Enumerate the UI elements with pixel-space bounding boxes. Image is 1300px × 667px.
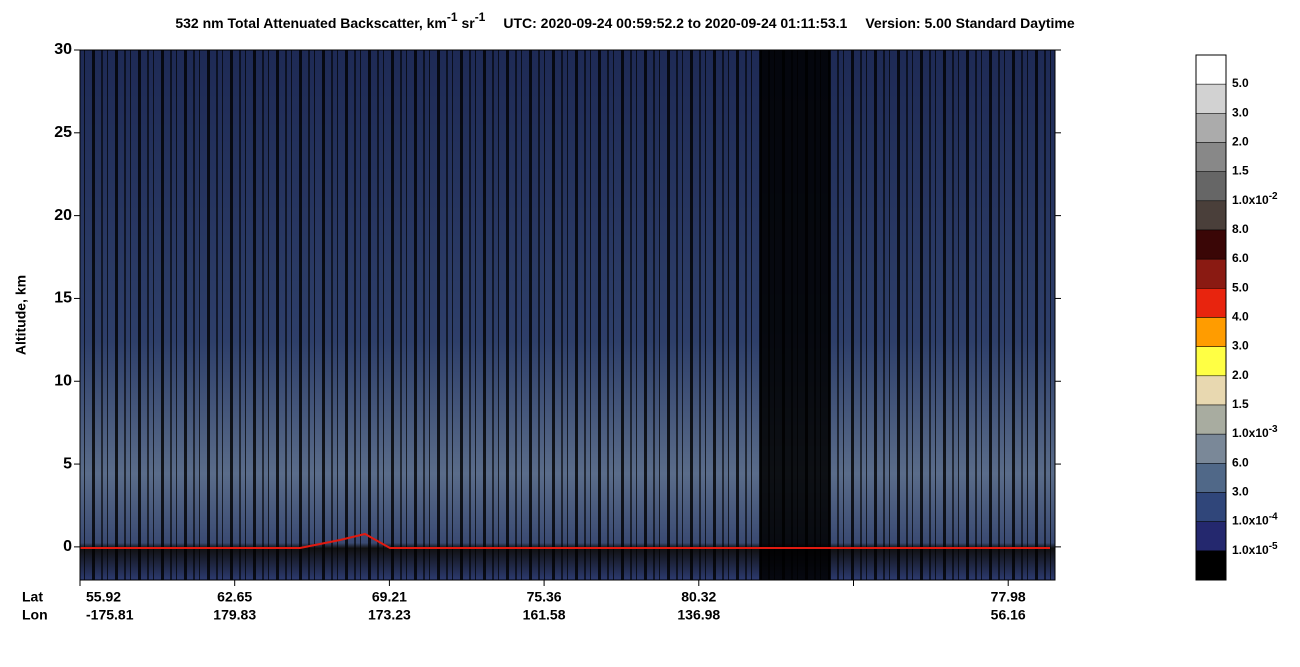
- x-tick-lon: 56.16: [991, 607, 1026, 623]
- colorbar-swatch: [1195, 463, 1227, 493]
- title-exponent: -1: [447, 10, 458, 24]
- colorbar-swatch: [1195, 142, 1227, 172]
- x-row-label: Lon: [22, 607, 48, 623]
- x-tick-lat: 69.21: [372, 589, 407, 605]
- colorbar-label: 6.0: [1232, 456, 1249, 470]
- colorbar-label: 4.0: [1232, 310, 1249, 324]
- colorbar-label: 3.0: [1232, 106, 1249, 120]
- colorbar-label-text: 1.5: [1232, 397, 1249, 411]
- colorbar-label: 6.0: [1232, 251, 1249, 265]
- colorbar-label: 1.0x10-2: [1232, 190, 1278, 207]
- x-tick-lon: 161.58: [523, 607, 566, 623]
- colorbar-label-exp: -4: [1269, 511, 1278, 522]
- colorbar-label: 1.5: [1232, 397, 1249, 411]
- colorbar-swatch: [1195, 229, 1227, 260]
- colorbar-swatch: [1195, 346, 1227, 377]
- x-tick-lon: 173.23: [368, 607, 411, 623]
- colorbar-label-text: 8.0: [1232, 222, 1249, 236]
- colorbar-label-exp: -5: [1269, 540, 1278, 551]
- backscatter-dropouts: [80, 50, 1055, 580]
- colorbar-swatch: [1195, 521, 1227, 552]
- colorbar-label-text: 3.0: [1232, 485, 1249, 499]
- colorbar-label-text: 3.0: [1232, 106, 1249, 120]
- colorbar-label: 2.0: [1232, 135, 1249, 149]
- colorbar-label: 1.5: [1232, 164, 1249, 178]
- y-tick-label: 10: [54, 372, 72, 389]
- y-tick-label: 15: [54, 290, 72, 307]
- colorbar-swatch: [1195, 404, 1227, 435]
- x-tick-lat: 80.32: [681, 589, 716, 605]
- colorbar-label-text: 1.0x10: [1232, 193, 1269, 207]
- colorbar-label-text: 1.0x10: [1232, 514, 1269, 528]
- colorbar-label: 3.0: [1232, 485, 1249, 499]
- colorbar-swatch: [1195, 317, 1227, 347]
- colorbar-label: 5.0: [1232, 281, 1249, 295]
- title-part: 532 nm Total Attenuated Backscatter, km: [175, 15, 447, 31]
- colorbar-swatch: [1195, 258, 1227, 289]
- colorbar-label-text: 4.0: [1232, 310, 1249, 324]
- colorbar-label-text: 6.0: [1232, 251, 1249, 265]
- colorbar-swatch: [1195, 550, 1227, 581]
- colorbar-frame: [1195, 54, 1227, 581]
- colorbar-label-text: 1.5: [1232, 164, 1249, 178]
- x-tick-lat: 62.65: [217, 589, 252, 605]
- colorbar-label: 2.0: [1232, 368, 1249, 382]
- title-version: Version: 5.00 Standard Daytime: [865, 15, 1075, 31]
- x-tick-lat: 55.92: [86, 589, 121, 605]
- x-tick-lat: 77.98: [991, 589, 1026, 605]
- chart-title: 532 nm Total Attenuated Backscatter, km-…: [175, 10, 1075, 31]
- colorbar-swatch: [1195, 113, 1227, 143]
- colorbar-label-text: 5.0: [1232, 281, 1249, 295]
- colorbar-label: 3.0: [1232, 339, 1249, 353]
- colorbar-label: 1.0x10-5: [1232, 540, 1278, 557]
- colorbar-label-exp: -2: [1269, 190, 1278, 201]
- colorbar-label-text: 2.0: [1232, 368, 1249, 382]
- y-axis-label: Altitude, km: [13, 275, 29, 355]
- colorbar-label-text: 3.0: [1232, 339, 1249, 353]
- x-tick-lon: 179.83: [213, 607, 256, 623]
- colorbar-label-text: 5.0: [1232, 76, 1249, 90]
- colorbar-label-text: 1.0x10: [1232, 543, 1269, 557]
- y-tick-label: 0: [63, 538, 72, 555]
- colorbar-label-text: 6.0: [1232, 456, 1249, 470]
- colorbar-label-text: 2.0: [1232, 135, 1249, 149]
- x-tick-lon: 136.98: [677, 607, 720, 623]
- colorbar-label: 8.0: [1232, 222, 1249, 236]
- title-exponent: -1: [475, 10, 486, 24]
- colorbar-swatch: [1195, 288, 1227, 318]
- y-tick-label: 30: [54, 41, 72, 58]
- plot-area: [79, 49, 1056, 581]
- colorbar-label-exp: -3: [1269, 424, 1278, 435]
- x-tick-lon: -175.81: [86, 607, 134, 623]
- x-tick-lat: 75.36: [527, 589, 562, 605]
- colorbar-label: 1.0x10-3: [1232, 424, 1278, 441]
- title-part: sr: [458, 15, 476, 31]
- surface-return: [80, 532, 1050, 549]
- colorbar-swatch: [1195, 375, 1227, 406]
- colorbar-label: 5.0: [1232, 76, 1249, 90]
- y-tick-label: 25: [54, 124, 72, 141]
- y-tick-label: 20: [54, 207, 72, 224]
- colorbar-swatch: [1195, 54, 1227, 85]
- colorbar-label-text: 1.0x10: [1232, 426, 1269, 440]
- colorbar-swatch: [1195, 492, 1227, 522]
- colorbar-swatch: [1195, 83, 1227, 114]
- colorbar-label: 1.0x10-4: [1232, 511, 1278, 528]
- x-row-label: Lat: [22, 589, 43, 605]
- plot-frame: [79, 49, 1056, 581]
- title-utc: UTC: 2020-09-24 00:59:52.2 to 2020-09-24…: [503, 15, 847, 31]
- y-tick-label: 5: [63, 455, 72, 472]
- colorbar-swatch: [1195, 433, 1227, 464]
- colorbar-swatch: [1195, 171, 1227, 202]
- backscatter-dropouts: [760, 50, 830, 580]
- colorbar-swatch: [1195, 200, 1227, 231]
